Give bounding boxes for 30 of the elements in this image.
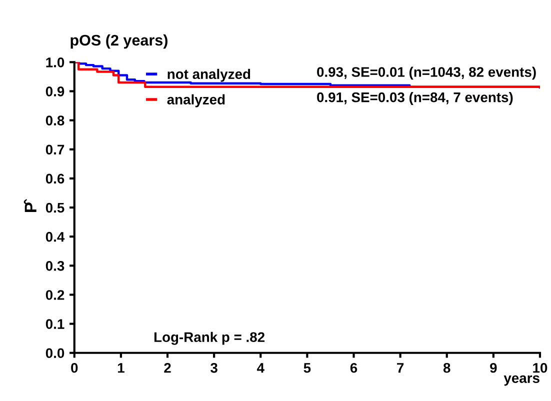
- y-axis-title: P̂: [24, 198, 36, 212]
- legend-label: not analyzed: [168, 68, 250, 82]
- chart-title: pOS (2 years): [70, 34, 168, 49]
- legend-label: analyzed: [167, 94, 225, 108]
- x-tick-label: 8: [443, 362, 450, 373]
- y-tick-label: 0.6: [46, 174, 64, 184]
- x-tick-label: 9: [490, 362, 497, 373]
- x-axis-title: years: [504, 375, 540, 386]
- y-tick-label: 0.4: [46, 232, 65, 242]
- y-tick-label: 1.0: [46, 57, 64, 68]
- y-tick-label: 0.7: [46, 144, 64, 155]
- x-tick-label: 2: [164, 362, 171, 373]
- x-tick-label: 7: [397, 363, 404, 373]
- y-tick-label: 0.1: [46, 319, 64, 329]
- y-tick-label: 0.5: [46, 202, 64, 213]
- y-tick-label: 0.9: [46, 86, 64, 96]
- y-tick-label: 0.8: [46, 116, 64, 126]
- y-tick-label: 0.0: [46, 348, 64, 358]
- x-tick-label: 3: [210, 362, 218, 373]
- x-tick-label: 5: [304, 363, 311, 373]
- x-tick-label: 1: [118, 363, 124, 373]
- y-tick-label: 0.3: [46, 260, 64, 271]
- y-tick-label: 0.2: [46, 290, 64, 300]
- annotation: Log-Rank p = .82: [154, 332, 264, 345]
- x-tick-label: 10: [533, 362, 548, 373]
- annotation: 0.93, SE=0.01 (n=1043, 82 events): [317, 66, 536, 80]
- x-tick-label: 0: [71, 362, 78, 373]
- annotation: 0.91, SE=0.03 (n=84, 7 events): [317, 92, 513, 105]
- x-tick-label: 6: [350, 362, 358, 373]
- x-tick-label: 4: [256, 363, 264, 373]
